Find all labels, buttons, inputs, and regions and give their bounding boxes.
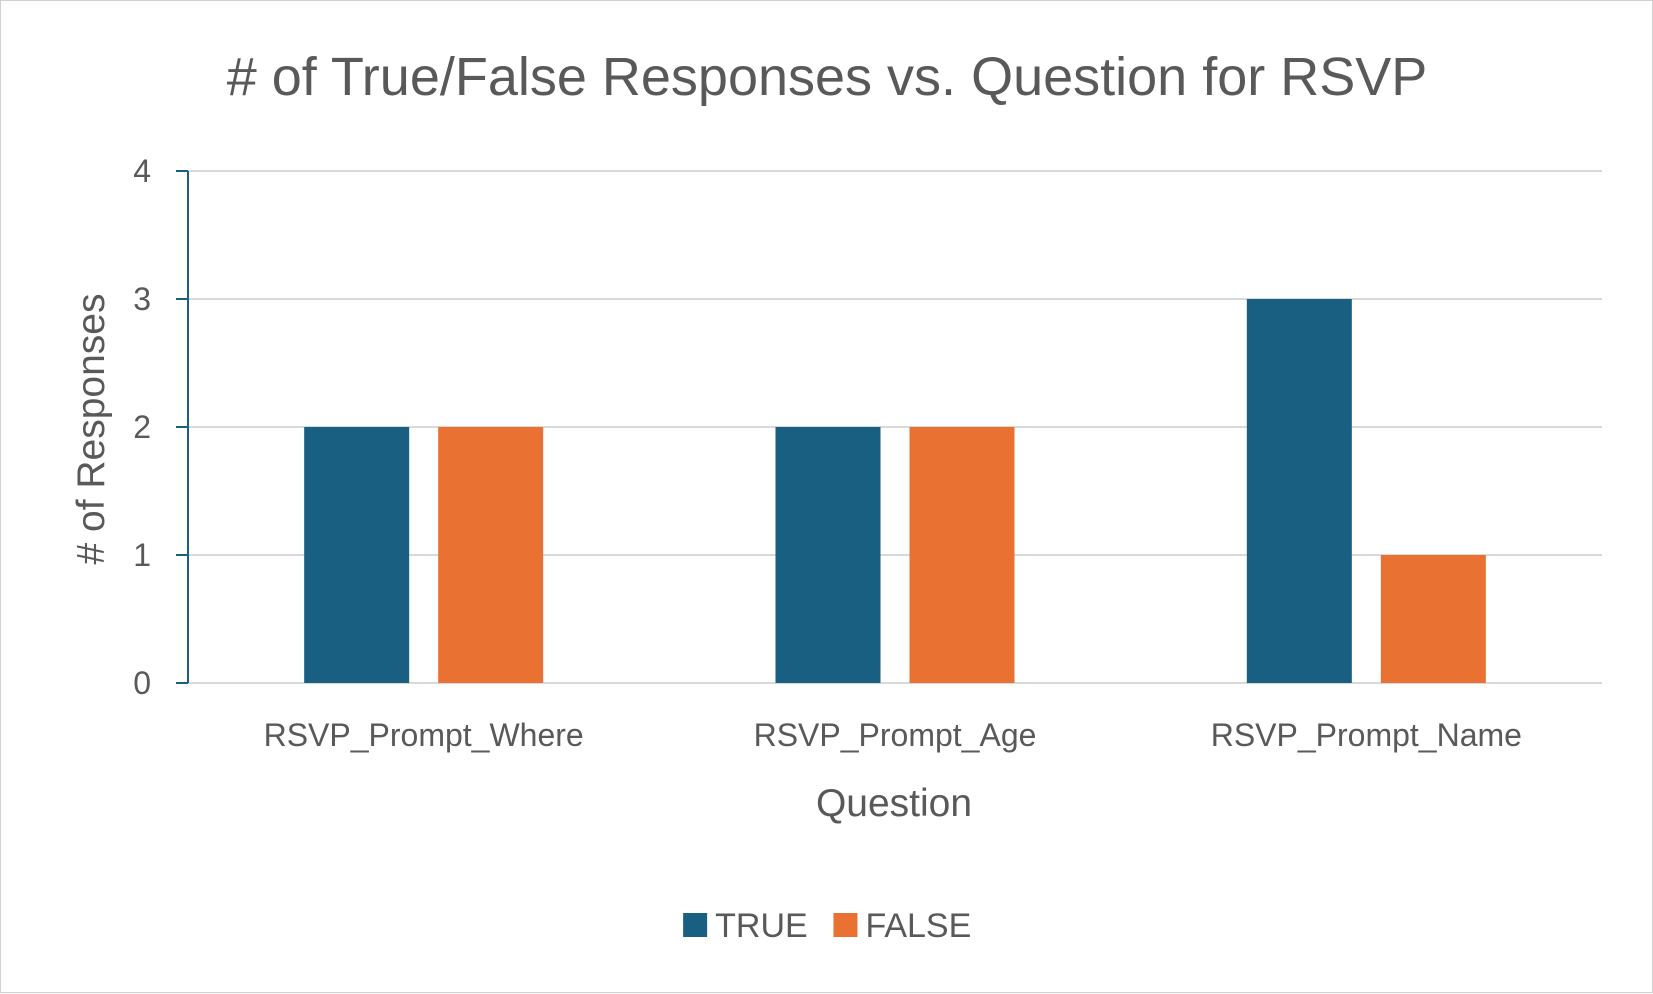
y-tick-label-3: 3	[133, 281, 151, 317]
x-axis-title: Question	[816, 782, 972, 825]
bar-false-rsvp-prompt-where	[438, 427, 544, 683]
y-tick-label-4: 4	[133, 153, 151, 189]
x-tick-label-1: RSVP_Prompt_Age	[754, 717, 1037, 753]
x-tick-label-0: RSVP_Prompt_Where	[264, 717, 584, 753]
chart-title: # of True/False Responses vs. Question f…	[227, 47, 1428, 107]
legend-swatch-true	[683, 913, 708, 937]
y-tick-label-0: 0	[133, 665, 151, 701]
legend-label-false: FALSE	[865, 907, 971, 945]
y-axis-title: # of Responses	[70, 293, 113, 564]
bars	[304, 299, 1486, 683]
y-axis: 0 1 2 3 4	[133, 153, 189, 701]
bar-true-rsvp-prompt-name	[1246, 299, 1352, 683]
legend-swatch-false	[833, 913, 858, 937]
y-tick-label-1: 1	[133, 537, 151, 573]
bar-false-rsvp-prompt-age	[909, 427, 1015, 683]
legend-label-true: TRUE	[715, 907, 808, 945]
bar-false-rsvp-prompt-name	[1380, 555, 1486, 683]
legend: TRUE FALSE	[683, 907, 971, 945]
bar-true-rsvp-prompt-age	[775, 427, 881, 683]
y-tick-label-2: 2	[133, 409, 151, 445]
x-tick-label-2: RSVP_Prompt_Name	[1211, 717, 1522, 753]
bar-true-rsvp-prompt-where	[304, 427, 410, 683]
gridlines	[188, 170, 1602, 684]
x-axis-tick-labels: RSVP_Prompt_Where RSVP_Prompt_Age RSVP_Pro…	[264, 717, 1522, 753]
